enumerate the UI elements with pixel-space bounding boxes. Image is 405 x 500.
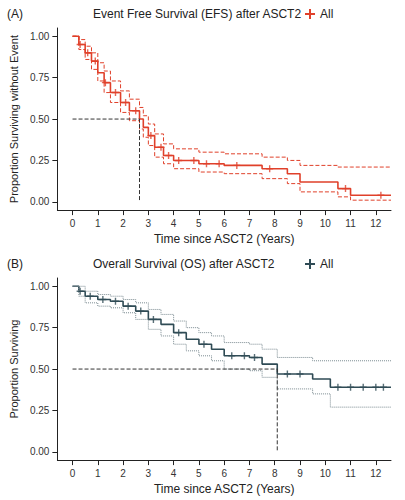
- svg-text:0: 0: [70, 218, 76, 229]
- svg-text:8: 8: [272, 218, 278, 229]
- svg-text:Event Free Survival (EFS) afte: Event Free Survival (EFS) after ASCT2: [93, 7, 301, 21]
- svg-text:0.50: 0.50: [30, 114, 50, 125]
- svg-text:Time since ASCT2 (Years): Time since ASCT2 (Years): [154, 232, 295, 246]
- svg-text:9: 9: [297, 468, 303, 479]
- svg-text:1: 1: [95, 218, 101, 229]
- svg-text:1.00: 1.00: [30, 281, 50, 292]
- svg-text:Proportion Surviving without E: Proportion Surviving without Event: [8, 35, 20, 203]
- svg-text:All: All: [320, 7, 333, 21]
- svg-text:0.25: 0.25: [30, 155, 50, 166]
- svg-text:9: 9: [297, 218, 303, 229]
- svg-text:Time since ASCT2 (Years): Time since ASCT2 (Years): [154, 482, 295, 496]
- svg-text:Overall Survival (OS) after AS: Overall Survival (OS) after ASCT2: [93, 257, 275, 271]
- svg-text:0.00: 0.00: [30, 446, 50, 457]
- svg-text:10: 10: [320, 468, 332, 479]
- svg-text:6: 6: [221, 218, 227, 229]
- svg-text:(B): (B): [7, 257, 23, 271]
- svg-text:Proportion Surviving: Proportion Surviving: [8, 320, 20, 419]
- svg-text:7: 7: [247, 468, 253, 479]
- svg-text:4: 4: [171, 468, 177, 479]
- svg-text:0.75: 0.75: [30, 72, 50, 83]
- svg-text:12: 12: [370, 218, 382, 229]
- svg-text:4: 4: [171, 218, 177, 229]
- svg-text:12: 12: [370, 468, 382, 479]
- svg-text:2: 2: [120, 468, 126, 479]
- svg-text:11: 11: [345, 218, 356, 229]
- svg-text:0: 0: [70, 468, 76, 479]
- svg-text:0.75: 0.75: [30, 322, 50, 333]
- svg-text:10: 10: [320, 218, 332, 229]
- svg-text:3: 3: [146, 218, 152, 229]
- svg-text:0.25: 0.25: [30, 405, 50, 416]
- svg-text:11: 11: [345, 468, 356, 479]
- svg-text:All: All: [320, 257, 333, 271]
- svg-text:0.50: 0.50: [30, 364, 50, 375]
- svg-text:3: 3: [146, 468, 152, 479]
- svg-text:(A): (A): [7, 7, 23, 21]
- svg-text:6: 6: [221, 468, 227, 479]
- svg-text:5: 5: [196, 218, 202, 229]
- svg-text:7: 7: [247, 218, 253, 229]
- svg-text:1: 1: [95, 468, 101, 479]
- svg-text:8: 8: [272, 468, 278, 479]
- svg-text:5: 5: [196, 468, 202, 479]
- svg-text:2: 2: [120, 218, 126, 229]
- svg-text:0.00: 0.00: [30, 196, 50, 207]
- svg-text:1.00: 1.00: [30, 31, 50, 42]
